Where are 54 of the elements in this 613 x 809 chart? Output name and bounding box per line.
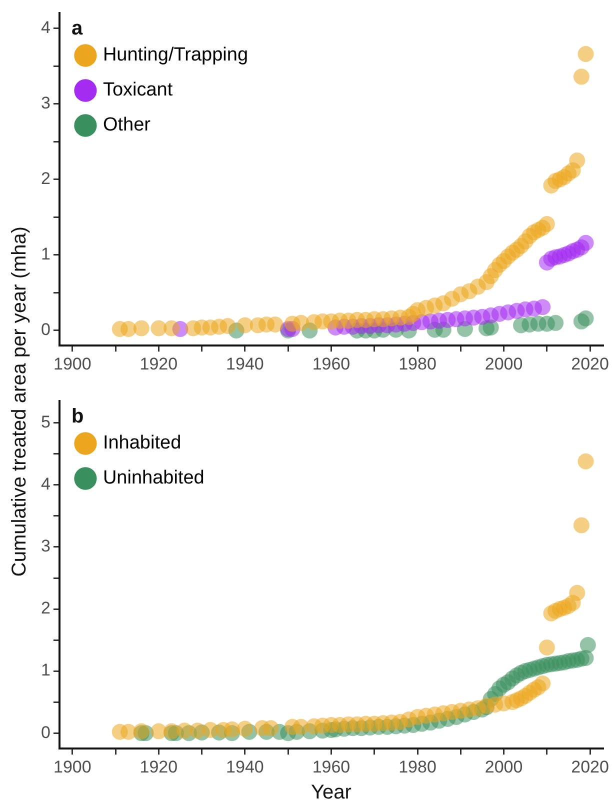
x-tick-label: 1940 <box>226 757 264 776</box>
y-tick-label: 4 <box>40 474 50 494</box>
point <box>534 675 551 692</box>
point <box>569 584 586 601</box>
point <box>538 639 555 656</box>
y-tick-label: 0 <box>40 722 50 742</box>
point <box>262 720 279 736</box>
point <box>573 517 590 534</box>
chart-title: a <box>71 18 84 40</box>
x-axis-title: Year <box>311 782 352 804</box>
y-tick-label: 2 <box>40 598 50 618</box>
x-tick-label: 2020 <box>571 354 609 374</box>
point <box>293 718 310 735</box>
point <box>578 310 594 326</box>
y-tick-label: 0 <box>40 320 50 340</box>
y-tick-label: 5 <box>40 412 50 432</box>
y-axis-title: Cumulative treated area per year (mha) <box>8 225 32 579</box>
x-tick-label: 1960 <box>312 757 350 776</box>
point <box>190 722 206 739</box>
x-tick-label: 1920 <box>140 354 178 374</box>
x-tick-label: 1960 <box>312 354 350 374</box>
y-tick-label: 1 <box>40 660 50 680</box>
x-tick-label: 2000 <box>484 354 523 374</box>
chart-title: b <box>71 406 84 428</box>
y-tick-label: 2 <box>40 169 50 188</box>
point <box>236 720 253 737</box>
x-tick-label: 1980 <box>398 354 436 374</box>
y-tick-label: 3 <box>40 536 50 556</box>
y-tick-label: 3 <box>40 94 50 113</box>
point <box>224 721 240 738</box>
x-tick-label: 2020 <box>571 757 609 776</box>
point <box>202 722 218 738</box>
point <box>548 314 564 331</box>
point <box>578 453 594 470</box>
legend-label: Uninhabited <box>102 468 204 489</box>
point <box>578 650 594 666</box>
legend-label: Hunting/Trapping <box>102 44 248 66</box>
x-tick-label: 1900 <box>53 757 92 776</box>
point <box>120 724 136 740</box>
legend-label: Toxicant <box>102 80 174 101</box>
x-tick-label: 2000 <box>484 757 523 776</box>
x-tick-label: 1900 <box>53 354 92 374</box>
legend-label: Inhabited <box>102 432 182 454</box>
x-tick-label: 1980 <box>398 757 436 776</box>
point <box>534 299 551 316</box>
point <box>150 723 167 740</box>
point <box>176 722 193 739</box>
legend-label: Other <box>102 114 152 136</box>
point <box>578 234 594 251</box>
x-tick-label: 1940 <box>226 354 264 374</box>
y-tick-label: 4 <box>40 18 50 37</box>
y-tick-label: 1 <box>40 244 50 264</box>
x-tick-label: 1920 <box>140 757 178 776</box>
point <box>580 637 596 653</box>
